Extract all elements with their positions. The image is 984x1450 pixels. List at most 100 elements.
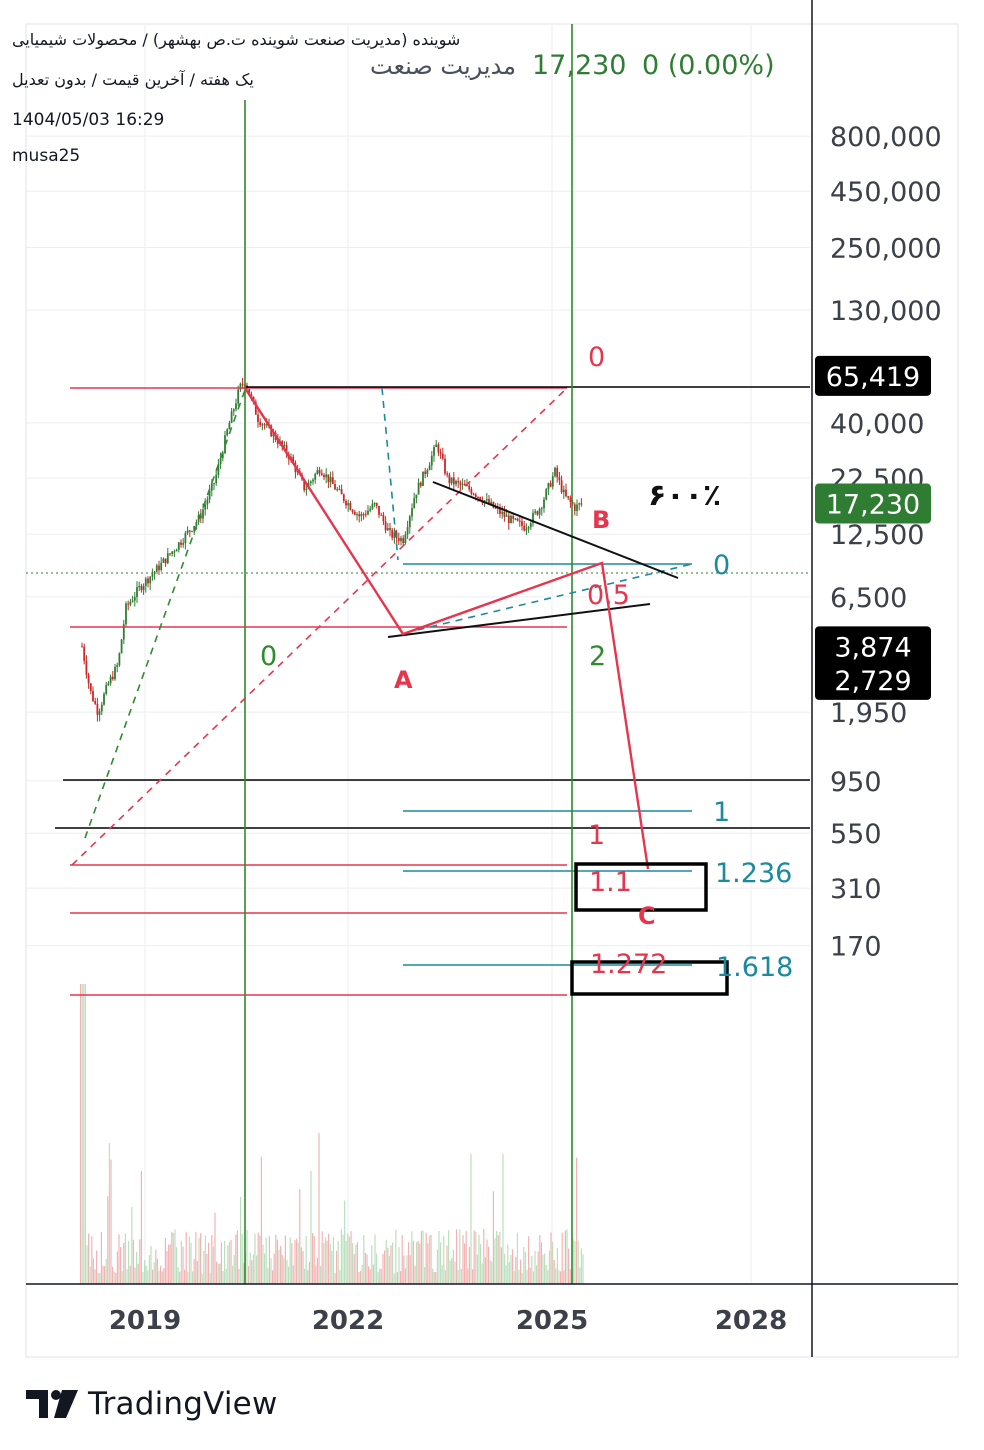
time-axis[interactable]: 2019 2022 2025 2028	[26, 1283, 958, 1336]
candle-body	[81, 646, 83, 648]
volume-bar	[332, 1236, 334, 1284]
tradingview-logo[interactable]: TradingView	[26, 1386, 278, 1422]
volume-bar	[268, 1236, 270, 1284]
candle-body	[386, 528, 389, 531]
volume-bar	[457, 1269, 459, 1284]
volume-bar	[89, 1266, 91, 1284]
candle-body	[257, 414, 259, 422]
volume-bar	[294, 1240, 296, 1284]
volume-bar	[305, 1236, 307, 1284]
candle-body	[111, 676, 114, 680]
candle-body	[349, 503, 352, 510]
volume-bar	[115, 1272, 117, 1284]
candle-body	[239, 383, 242, 390]
candle-body	[424, 471, 427, 474]
candle-body	[103, 693, 105, 705]
volume-bar	[468, 1247, 470, 1284]
volume-bar	[454, 1261, 456, 1284]
candle-body	[360, 514, 363, 517]
volume-bar	[177, 1267, 179, 1284]
volume-bar	[448, 1230, 450, 1284]
candle-body	[182, 542, 185, 545]
volume-bar	[484, 1257, 486, 1284]
volume-bar	[321, 1231, 323, 1284]
volume-bar	[496, 1231, 498, 1284]
volume-bar	[299, 1189, 301, 1284]
volume-bar	[392, 1242, 394, 1284]
volume-bar	[196, 1260, 198, 1284]
candle-body	[466, 485, 468, 487]
volume-bar	[320, 1265, 322, 1284]
candle-body	[232, 409, 235, 412]
volume-bar	[105, 1259, 107, 1284]
volume-bar	[374, 1234, 376, 1284]
volume-bar	[396, 1272, 398, 1284]
volume-bar	[91, 1236, 93, 1284]
candle-body	[474, 494, 477, 498]
candle-body	[87, 674, 90, 684]
volume-bar	[382, 1253, 384, 1284]
volume-bar	[331, 1250, 333, 1284]
volume-bar	[328, 1233, 330, 1284]
volume-bar	[446, 1245, 448, 1284]
abc-wave-line	[243, 387, 650, 870]
volume-bar	[449, 1260, 451, 1284]
volume-bar	[536, 1265, 538, 1284]
volume-bar	[276, 1239, 278, 1284]
volume-bar	[270, 1258, 272, 1284]
candle-body	[318, 470, 321, 474]
candle-body	[507, 515, 510, 524]
candle-body	[505, 515, 508, 517]
candle-body	[226, 429, 229, 436]
volume-bar	[552, 1241, 554, 1284]
volume-bar	[353, 1253, 355, 1284]
volume-bar	[304, 1268, 306, 1284]
candle-body	[342, 494, 345, 501]
volume-bar	[561, 1232, 563, 1284]
volume-bar	[379, 1268, 381, 1284]
candle-body	[314, 474, 317, 480]
candle-body	[380, 514, 383, 516]
price-tick-label: 250,000	[830, 233, 942, 264]
volume-bar	[336, 1250, 338, 1284]
candle-body	[373, 502, 376, 505]
volume-bar	[265, 1237, 267, 1284]
volume-bar	[572, 1239, 574, 1284]
price-marker-label: 2,729	[834, 666, 911, 697]
candle-body	[545, 489, 548, 500]
volume-bar	[478, 1235, 480, 1284]
volume-bar	[385, 1239, 387, 1284]
fib-red-label-0-5: 0.5	[587, 580, 630, 611]
candle-body	[206, 499, 209, 505]
volume-bar	[153, 1262, 155, 1284]
tradingview-icon	[26, 1390, 78, 1418]
candle-body	[389, 528, 391, 530]
fib-teal-label-0: 0	[713, 550, 730, 581]
candle-body	[576, 504, 578, 511]
volume-bar	[492, 1191, 494, 1284]
candle-body	[221, 453, 224, 459]
candle-body	[551, 476, 554, 487]
volume-bar	[267, 1268, 269, 1284]
candle-body	[573, 504, 576, 511]
volume-bar	[400, 1271, 402, 1284]
candle-body	[155, 565, 158, 572]
volume-bar	[577, 1240, 579, 1284]
candle-body	[441, 453, 444, 459]
candle-body	[347, 503, 350, 506]
volume-bar	[441, 1265, 443, 1284]
price-axis[interactable]: 800,000450,000250,000130,00040,00022,500…	[811, 0, 942, 1357]
volume-bar	[462, 1234, 464, 1284]
candle-body	[417, 482, 420, 495]
volume-bar	[249, 1252, 251, 1284]
volume-bar	[414, 1265, 416, 1284]
volume-bar	[323, 1243, 325, 1284]
candle-body	[543, 499, 545, 509]
candle-body	[327, 474, 330, 483]
candle-body	[452, 477, 455, 485]
volume-bar	[297, 1242, 299, 1284]
volume-bar	[195, 1231, 197, 1284]
percent-note: ۶۰۰٪	[648, 478, 721, 513]
volume-bar	[480, 1244, 482, 1284]
